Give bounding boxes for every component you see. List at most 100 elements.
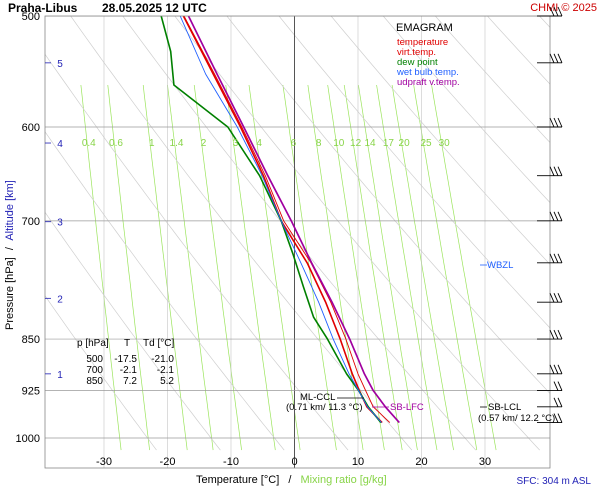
- barb-feather: [553, 292, 559, 303]
- mixing-ratio-label: 20: [399, 138, 411, 149]
- mixing-ratio-label: 25: [420, 138, 432, 149]
- isobar-grid: [45, 16, 550, 439]
- sb-lcl-label: SB-LCL: [488, 402, 521, 413]
- copyright: CHMI © 2025: [530, 2, 597, 14]
- ml-ccl-label: ML-CCL: [300, 392, 335, 403]
- dry-adiabat: [45, 295, 157, 451]
- sounding-table: p [hPa] T Td [°C] 500 -17.5 -21.0 700 -2…: [77, 338, 174, 387]
- mixing-ratio-line: [167, 84, 214, 451]
- barb-feather: [553, 397, 559, 407]
- dry-adiabat: [330, 16, 550, 265]
- dry-adiabat: [278, 16, 550, 329]
- temperature-tick-label: 20: [415, 456, 427, 468]
- mixing-ratio-line: [343, 84, 403, 451]
- table-cell-td: -21.0: [151, 354, 174, 365]
- barb-feather: [549, 364, 555, 375]
- mixing-ratio-label: 2: [201, 138, 207, 149]
- wind-barb: [537, 292, 563, 303]
- dry-adiabat: [45, 53, 349, 451]
- temperature-tick-label: -30: [96, 456, 112, 468]
- barb-feather: [549, 117, 555, 128]
- pressure-tick-labels: 500 600 700 850 925 1000: [16, 11, 40, 445]
- x-axis-label: Temperature [°C] / Mixing ratio [g/kg]: [196, 474, 387, 486]
- table-cell-td: -2.1: [157, 365, 175, 376]
- wind-barb: [537, 6, 563, 17]
- pressure-axis-label: Pressure [hPa]: [4, 257, 16, 330]
- mixing-ratio-line: [358, 84, 418, 451]
- table-cell-td: 5.2: [160, 376, 174, 387]
- wind-barb: [537, 397, 563, 408]
- wind-barb: [537, 253, 563, 264]
- barb-feather: [557, 329, 563, 340]
- barb-feather: [553, 166, 559, 176]
- dry-adiabat: [174, 16, 540, 451]
- altitude-tick-label: 2: [57, 294, 63, 305]
- pressure-tick-label: 925: [22, 386, 40, 398]
- temperature-axis-label: Temperature [°C]: [196, 474, 279, 486]
- mixing-ratio-label: 1.4: [170, 138, 184, 149]
- sounding-datetime: 28.05.2025 12 UTC: [102, 1, 207, 15]
- wind-barb: [537, 364, 563, 375]
- mixing-ratio-line: [413, 84, 478, 451]
- wind-barb: [537, 166, 563, 177]
- barb-feather: [557, 397, 563, 407]
- mixing-ratio-line: [327, 84, 385, 451]
- mixing-ratio-line: [107, 84, 150, 451]
- barb-feather: [557, 6, 563, 17]
- barb-feather: [557, 413, 563, 423]
- barb-feather: [553, 253, 559, 264]
- barb-feather: [553, 364, 559, 375]
- mixing-ratio-label: 3: [233, 138, 239, 149]
- mixing-ratio-label: 0.4: [82, 138, 96, 149]
- barb-feather: [557, 292, 563, 303]
- wbzl-label: WBZL: [487, 260, 513, 271]
- mixing-ratio-label: 30: [439, 138, 451, 149]
- mixing-ratio-label: 4: [256, 138, 262, 149]
- mixing-ratio-line: [391, 84, 454, 451]
- legend-title: EMAGRAM: [396, 22, 453, 34]
- barb-feather: [553, 53, 559, 64]
- wind-barb: [537, 117, 563, 128]
- mixing-ratio-label: 6: [291, 138, 297, 149]
- mixing-ratio-labels: 0.4 0.6 1 1.4 2 3 4 6 8 10 12 14 17 20 25 30: [82, 138, 450, 149]
- surface-height: SFC: 304 m ASL: [517, 476, 592, 487]
- sb-lcl-value: (0.57 km/ 12.2 °C): [478, 413, 555, 424]
- mixing-ratio-label: 10: [333, 138, 345, 149]
- barb-feather: [549, 211, 555, 222]
- altitude-tick-labels: 1 2 3 4 5: [45, 59, 63, 381]
- wind-barbs: [537, 6, 563, 424]
- barb-feather: [557, 364, 563, 375]
- legend-item: temperature: [397, 37, 448, 48]
- dry-adiabat: [122, 16, 477, 451]
- mixing-ratio-line: [225, 84, 276, 451]
- temperature-tick-label: 10: [352, 456, 364, 468]
- temperature-tick-label: 0: [291, 456, 297, 468]
- table-cell-p: 850: [86, 376, 103, 387]
- barb-feather: [557, 211, 563, 222]
- dry-adiabat: [45, 131, 285, 451]
- mixing-ratio-label: 14: [364, 138, 376, 149]
- wind-barb: [537, 381, 563, 391]
- table-cell-p: 700: [86, 365, 103, 376]
- y-axis-label: Pressure [hPa] / Altitude [km]: [4, 180, 16, 330]
- temperature-tick-label: -10: [223, 456, 239, 468]
- table-cell-t: -17.5: [114, 354, 137, 365]
- barb-feather: [557, 53, 563, 64]
- barb-feather: [553, 211, 559, 222]
- dry-adiabat: [70, 16, 413, 451]
- dry-adiabat: [226, 16, 550, 394]
- barb-feather: [549, 329, 555, 340]
- mixing-ratio-label: 8: [316, 138, 322, 149]
- sb-lfc-label: SB-LFC: [390, 402, 424, 413]
- dry-adiabats: [45, 16, 550, 451]
- table-header-t: T: [124, 338, 130, 349]
- pressure-tick-label: 850: [22, 334, 40, 346]
- legend-item: wet bulb temp.: [396, 67, 459, 78]
- altitude-tick-label: 5: [57, 59, 63, 70]
- barb-feather: [557, 166, 563, 176]
- altitude-axis-label: Altitude [km]: [4, 180, 16, 241]
- mixing-ratio-label: 0.6: [109, 138, 123, 149]
- legend-item: virt.temp.: [397, 47, 436, 58]
- series-udpraft-v-temp: [187, 16, 400, 424]
- temperature-tick-label: -20: [160, 456, 176, 468]
